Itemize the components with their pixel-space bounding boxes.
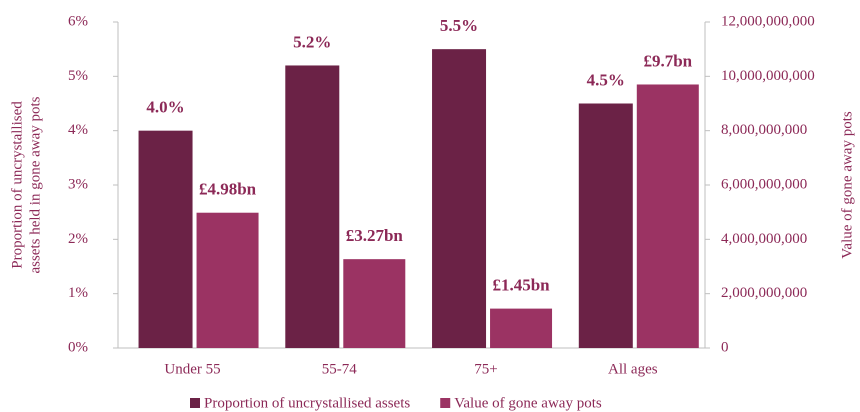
- y-tick-label: 5%: [68, 68, 88, 84]
- legend-swatch: [440, 398, 451, 408]
- value-label: 5.5%: [440, 16, 478, 35]
- value-label: 4.5%: [587, 70, 625, 89]
- value-label: 5.2%: [293, 32, 331, 51]
- y-axis-label: Proportion of uncrystallised: [9, 101, 25, 269]
- y-tick-label: 6%: [68, 13, 88, 29]
- legend-swatch: [190, 398, 200, 408]
- x-tick-label: 55-74: [322, 361, 357, 377]
- y-tick-label: 2%: [68, 231, 88, 247]
- bar: [343, 259, 406, 348]
- bar: [490, 308, 553, 348]
- value-label: £4.98bn: [199, 180, 257, 199]
- y2-tick-label: 6,000,000,000: [721, 176, 807, 192]
- y2-tick-label: 12,000,000,000: [721, 13, 815, 29]
- value-label: £9.7bn: [643, 51, 692, 70]
- legend-label: Proportion of uncrystallised assets: [204, 395, 410, 411]
- legend-label: Value of gone away pots: [454, 395, 602, 411]
- bar: [196, 212, 259, 348]
- y-tick-label: 3%: [68, 176, 88, 192]
- x-tick-label: All ages: [608, 361, 658, 377]
- value-label: £1.45bn: [492, 276, 550, 295]
- bar: [285, 65, 340, 348]
- bar: [432, 49, 487, 349]
- y2-tick-label: 10,000,000,000: [721, 68, 815, 84]
- y2-axis-label: Value of gone away pots: [839, 111, 855, 259]
- y2-tick-label: 4,000,000,000: [721, 231, 807, 247]
- value-label: £3.27bn: [346, 226, 404, 245]
- y-tick-label: 4%: [68, 122, 88, 138]
- y-tick-label: 1%: [68, 285, 88, 301]
- y2-tick-label: 0: [721, 339, 729, 355]
- y-tick-label: 0%: [68, 339, 88, 355]
- y2-tick-label: 8,000,000,000: [721, 122, 807, 138]
- y2-tick-label: 2,000,000,000: [721, 285, 807, 301]
- x-tick-label: Under 55: [164, 361, 220, 377]
- bar: [636, 84, 699, 348]
- bar: [578, 103, 633, 348]
- bar: [138, 130, 193, 348]
- value-label: 4.0%: [146, 98, 184, 117]
- x-tick-label: 75+: [474, 361, 497, 377]
- y-axis-label: assets held in gone away pots: [27, 96, 43, 273]
